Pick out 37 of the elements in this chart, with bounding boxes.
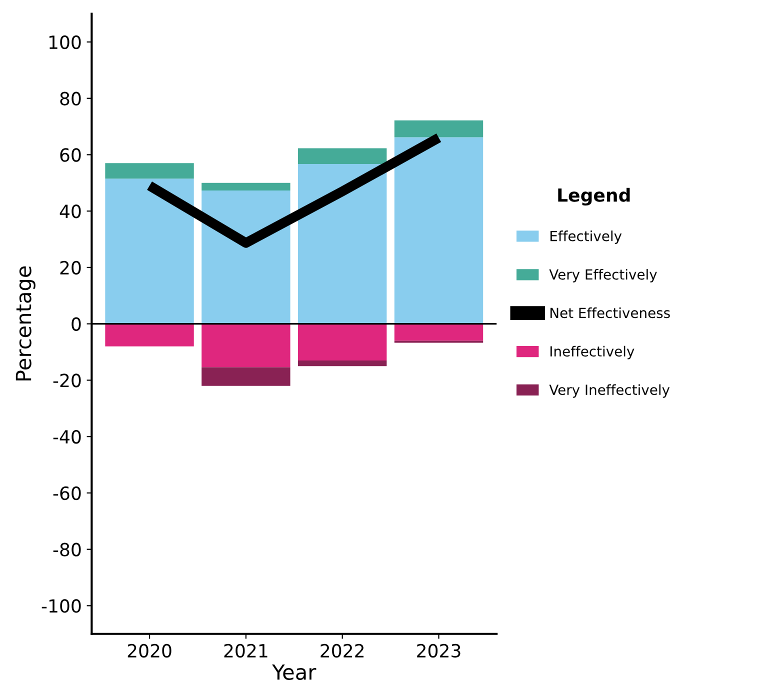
legend-label: Effectively: [550, 230, 622, 244]
bar: [298, 360, 387, 366]
legend-label: Very Ineffectively: [549, 384, 670, 398]
bar: [202, 182, 290, 191]
y-axis-title: Percentage: [16, 266, 36, 380]
bar: [394, 120, 484, 138]
y-tick-label: 0: [72, 317, 81, 331]
bar: [202, 324, 290, 368]
bar: [394, 324, 484, 341]
bar: [202, 190, 290, 324]
y-tick-label: 100: [49, 35, 81, 50]
bar: [394, 137, 484, 324]
x-tick-label: 2020: [128, 644, 172, 658]
bar: [105, 178, 194, 324]
y-tick-label: 20: [60, 260, 81, 275]
y-tick-label: -20: [53, 374, 81, 388]
bar: [298, 164, 387, 324]
y-tick-label: -60: [53, 486, 81, 500]
y-tick-label: 40: [60, 204, 81, 218]
legend-label: Ineffectively: [550, 346, 634, 360]
legend-title: Legend: [558, 188, 630, 206]
y-tick-label: -100: [42, 599, 81, 613]
legend-label: Net Effectiveness: [550, 307, 670, 318]
bar: [298, 324, 387, 360]
bar: [298, 148, 387, 164]
y-tick-label: -80: [53, 542, 81, 556]
x-tick-label: 2021: [224, 644, 268, 658]
bar: [202, 367, 290, 386]
x-axis-title: Year: [272, 664, 316, 680]
bar: [105, 324, 194, 346]
x-tick-label: 2023: [417, 644, 460, 658]
y-tick-label: 60: [60, 148, 81, 162]
x-tick-label: 2022: [320, 644, 364, 658]
legend-label: Very Effectively: [549, 268, 657, 282]
y-tick-label: -40: [53, 430, 81, 444]
y-tick-label: 80: [60, 92, 81, 106]
bar: [105, 163, 194, 179]
